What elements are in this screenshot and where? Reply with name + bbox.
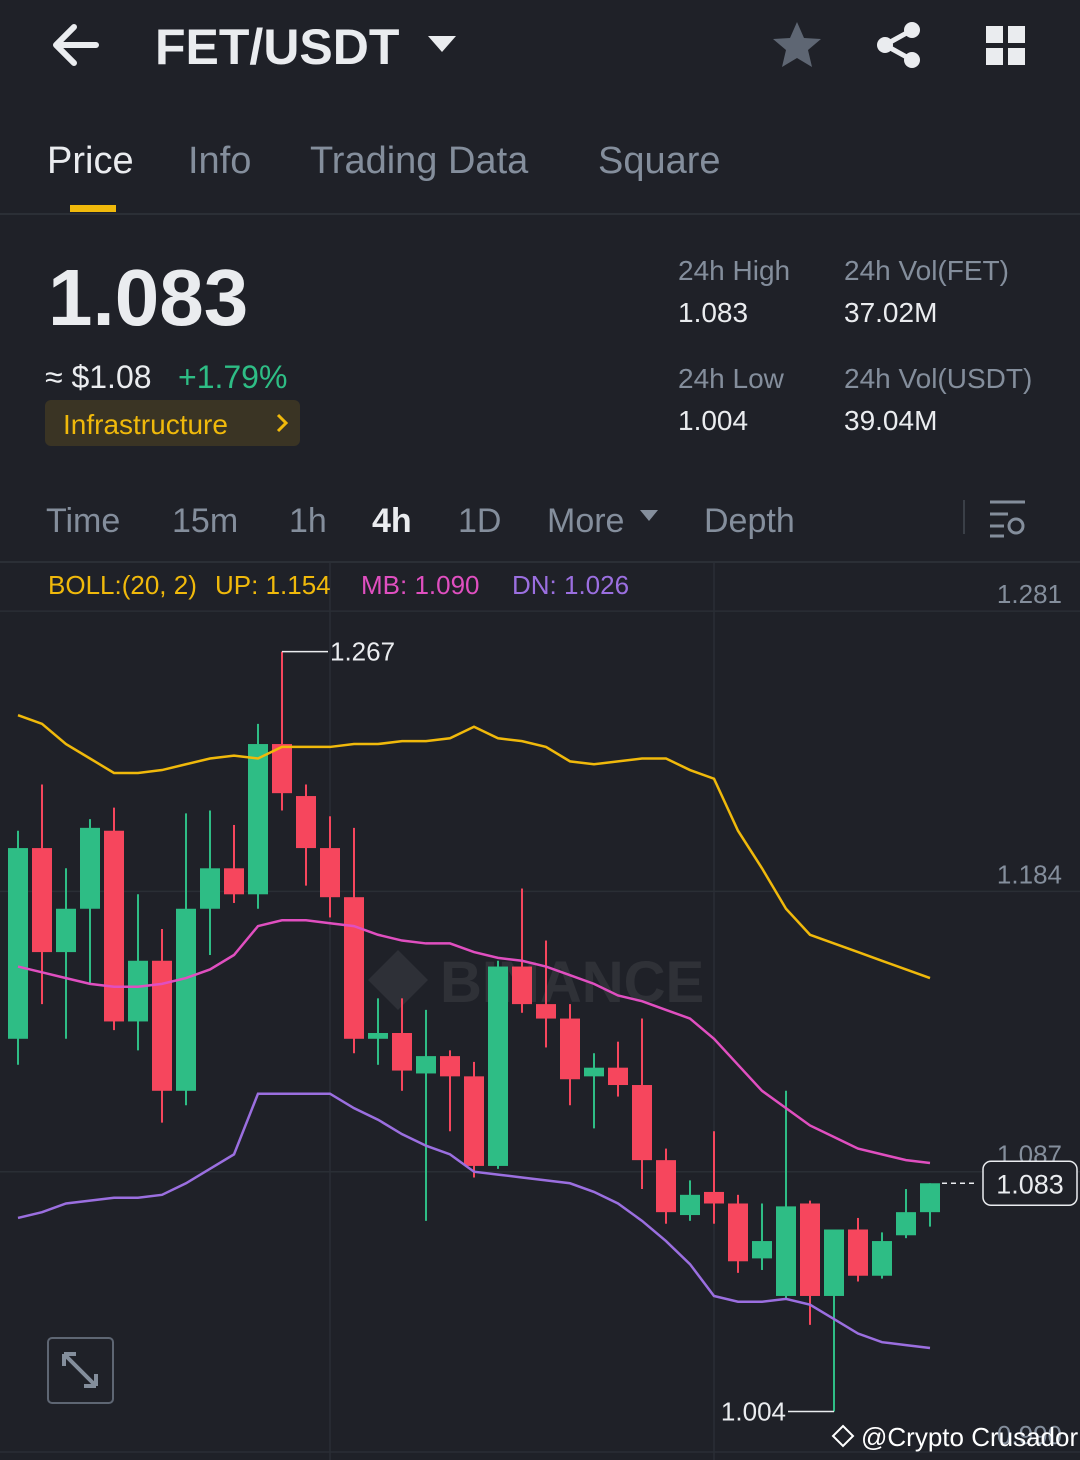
extreme-label: 1.267 [330, 637, 395, 667]
candle-body [368, 1033, 388, 1039]
usd-price: ≈ $1.08 [45, 359, 152, 395]
boll-line [17, 1092, 931, 1350]
candle-body [536, 1004, 556, 1019]
candle-body [776, 1206, 796, 1296]
candle-body [512, 966, 532, 1005]
candle-body [392, 1033, 412, 1071]
candle-body [584, 1067, 604, 1077]
tab-indicator [70, 205, 116, 212]
stat-label: 24h Low [678, 363, 785, 394]
candle-body [920, 1183, 940, 1213]
candle-body [224, 868, 244, 895]
boll-line [17, 919, 931, 1165]
candle-body [128, 960, 148, 1022]
interval-tab[interactable]: 1D [458, 502, 501, 540]
last-price: 1.083 [48, 253, 248, 342]
interval-tab[interactable]: Time [46, 502, 120, 540]
more-dropdown[interactable] [640, 510, 658, 521]
candle-body [896, 1212, 916, 1236]
tab-trading-data[interactable]: Trading Data [310, 140, 529, 182]
boll-line [17, 713, 931, 980]
interval-tab-active[interactable]: 4h [372, 502, 412, 540]
candle-body [752, 1241, 772, 1259]
tab-square[interactable]: Square [598, 140, 721, 182]
candle-body [824, 1229, 844, 1296]
candle-body [440, 1056, 460, 1077]
stat-value: 37.02M [844, 297, 937, 328]
credit-icon [831, 1424, 855, 1448]
candle-body [32, 848, 52, 953]
share-icon[interactable] [877, 22, 920, 68]
stat-value: 1.004 [678, 405, 748, 436]
stat-value: 1.083 [678, 297, 748, 328]
candle-body [680, 1194, 700, 1216]
price-change: +1.79% [178, 359, 287, 395]
candle-body [632, 1085, 652, 1161]
menu-icon[interactable] [986, 26, 1025, 65]
pair-title[interactable]: FET/USDT [155, 19, 399, 75]
credit: @Crypto Crusador [861, 1422, 1078, 1452]
candle-body [344, 897, 364, 1039]
watermark-logo [368, 950, 428, 1010]
candle-body [872, 1241, 892, 1276]
legend-entry: DN: 1.026 [512, 570, 629, 600]
favorite-icon[interactable] [773, 22, 821, 67]
candle-body [80, 827, 100, 909]
y-tick-label: 0.990 [997, 1420, 1062, 1450]
stat-value: 39.04M [844, 405, 937, 436]
legend-entry: MB: 1.090 [361, 570, 480, 600]
tab-price[interactable]: Price [47, 140, 134, 182]
back-button[interactable] [53, 24, 99, 66]
candle-body [152, 960, 172, 1091]
candle-body [272, 744, 292, 794]
candle-body [248, 744, 268, 895]
candle-body [200, 868, 220, 909]
interval-tab[interactable]: Depth [704, 502, 795, 540]
stat-label: 24h Vol(USDT) [844, 363, 1032, 394]
indicator-label: BOLL:(20, 2) [48, 570, 197, 600]
candle-body [800, 1203, 820, 1296]
candle-body [104, 830, 124, 1022]
stat-label: 24h High [678, 255, 790, 286]
candle-body [56, 908, 76, 953]
candle-body [656, 1160, 676, 1213]
candle-body [176, 908, 196, 1091]
interval-tab[interactable]: 1h [289, 502, 327, 540]
watermark: BINANCE [440, 950, 704, 1015]
candle-body [416, 1056, 436, 1074]
stat-label: 24h Vol(FET) [844, 255, 1009, 286]
expand-button[interactable] [47, 1337, 114, 1404]
interval-tab[interactable]: More [547, 502, 624, 540]
tab-info[interactable]: Info [188, 140, 251, 182]
candle-body [560, 1018, 580, 1080]
expand-icon [62, 1352, 98, 1388]
extreme-label: 1.004 [721, 1397, 786, 1427]
candle-body [488, 966, 508, 1166]
tag-chevron [276, 413, 289, 433]
tag-chip[interactable] [45, 400, 300, 446]
pair-dropdown[interactable] [428, 36, 456, 52]
candle-body [320, 848, 340, 898]
candle-body [8, 848, 28, 1039]
divider [0, 213, 1080, 215]
candle-body [704, 1191, 724, 1204]
separator [963, 500, 965, 534]
chart-settings-icon[interactable] [990, 500, 1025, 538]
interval-tab[interactable]: 15m [172, 502, 238, 540]
candle-body [848, 1229, 868, 1276]
last-price-label: 1.083 [996, 1169, 1064, 1199]
candle-body [608, 1067, 628, 1086]
divider [0, 561, 1080, 563]
candle-body [296, 796, 316, 849]
candle-body [464, 1076, 484, 1166]
y-tick-label: 1.184 [997, 859, 1062, 889]
legend-entry: UP: 1.154 [215, 570, 331, 600]
candle-body [728, 1203, 748, 1262]
last-price-box [982, 1160, 1078, 1207]
tag-label[interactable]: Infrastructure [63, 409, 228, 440]
y-tick-label: 1.281 [997, 579, 1062, 609]
